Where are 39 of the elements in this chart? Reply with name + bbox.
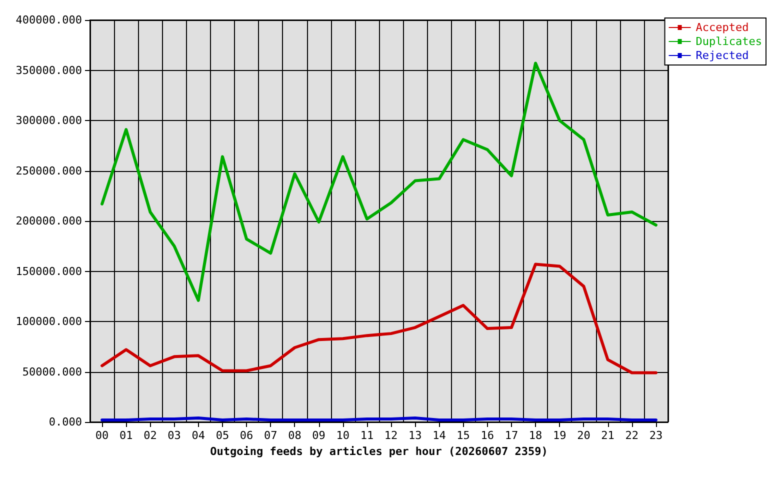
x-tick-label: 17 (504, 429, 518, 442)
x-tick-label: 15 (456, 429, 470, 442)
y-tick-label: 200000.000 (16, 214, 82, 228)
x-axis-title: Outgoing feeds by articles per hour (20260607 2359) (210, 445, 548, 458)
x-tick-label: 06 (240, 429, 254, 442)
x-tick-label: 10 (336, 429, 350, 442)
legend-label: Accepted (696, 21, 749, 34)
y-tick-label: 50000.000 (22, 365, 82, 378)
x-tick-label: 21 (601, 429, 614, 442)
line-series (100, 62, 658, 302)
x-tick-label: 14 (432, 429, 446, 442)
x-tick-label: 03 (168, 429, 181, 442)
x-tick-label: 19 (553, 429, 566, 442)
x-tick-label: 12 (384, 429, 398, 442)
x-tick-label: 02 (144, 429, 157, 442)
y-tick-label: 350000.000 (16, 64, 82, 77)
x-tick-label: 00 (95, 429, 109, 442)
x-tick-label: 13 (408, 429, 422, 442)
y-tick-label: 100000.000 (16, 315, 82, 328)
x-tick-label: 04 (192, 429, 206, 442)
x-tick-label: 05 (216, 429, 230, 442)
x-tick-label: 07 (264, 429, 278, 442)
x-tick-label: 01 (120, 429, 133, 442)
y-tick-label: 0.000 (48, 416, 82, 428)
x-tick-label: 08 (288, 429, 302, 442)
x-tick-label: 11 (360, 429, 374, 442)
y-tick-label: 400000.000 (16, 14, 82, 26)
x-tick-label: 16 (480, 429, 494, 442)
x-tick-label: 09 (312, 429, 326, 442)
x-tick-label: 20 (577, 429, 590, 442)
x-tick-label: 22 (625, 429, 638, 442)
y-tick-label: 150000.000 (16, 264, 82, 278)
x-tick-label: 18 (528, 429, 542, 442)
line-series (100, 262, 658, 374)
x-tick-label: 23 (649, 429, 663, 442)
legend-label: Duplicates (696, 35, 762, 48)
y-tick-label: 250000.000 (16, 164, 82, 178)
legend-label: Rejected (696, 49, 749, 62)
y-tick-label: 300000.000 (16, 114, 82, 127)
